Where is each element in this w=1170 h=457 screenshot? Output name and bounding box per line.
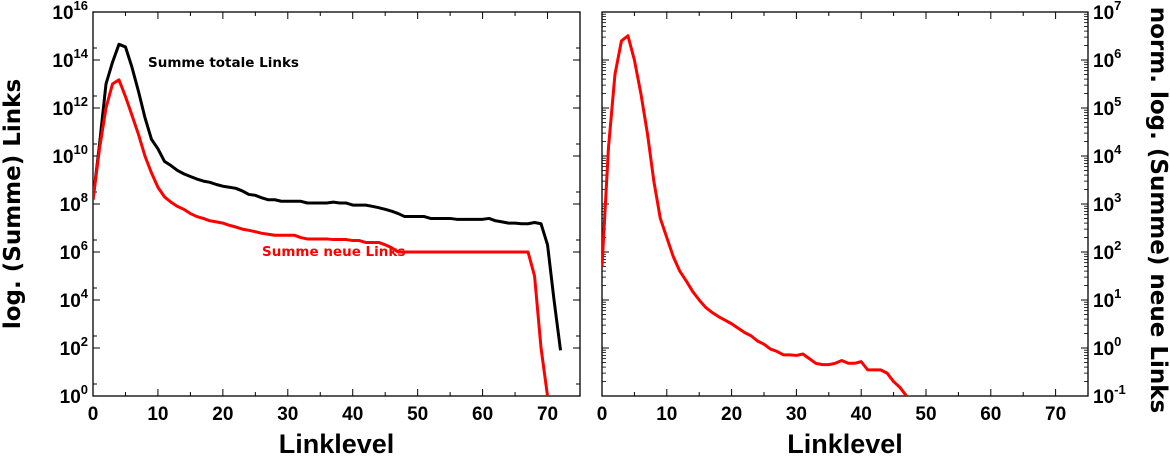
x-tick-label: 40 [851, 404, 872, 425]
y-tick-label: 104 [1093, 142, 1122, 168]
x-tick-label: 0 [88, 404, 99, 425]
x-tick-label: 0 [597, 404, 608, 425]
y-tick-label: 1010 [52, 142, 88, 168]
x-tick-label: 30 [786, 404, 807, 425]
y-axis-title: log. (Summe) Links [0, 79, 26, 329]
x-tick-label: 40 [342, 404, 363, 425]
y-tick-label: 101 [1093, 286, 1121, 312]
y-tick-label: 108 [60, 190, 88, 216]
y-tick-label: 104 [60, 286, 89, 312]
x-tick-label: 50 [407, 404, 428, 425]
y-axis-title: norm. log. (Summe) neue Links [1145, 7, 1170, 413]
x-tick-label: 60 [472, 404, 493, 425]
y-tick-label: 103 [1093, 190, 1121, 216]
series-line-summe-neue-links [93, 78, 550, 396]
x-tick-label: 10 [656, 404, 677, 425]
y-tick-label: 102 [60, 334, 88, 360]
x-axis-title: Linklevel [787, 429, 903, 457]
x-axis-title: Linklevel [279, 429, 395, 457]
y-tick-label: 105 [1093, 94, 1121, 120]
x-tick-label: 30 [277, 404, 298, 425]
y-tick-label: 102 [1093, 238, 1121, 264]
y-tick-label: 100 [60, 382, 88, 408]
x-tick-label: 60 [980, 404, 1001, 425]
series-line-summe-totale-links [93, 42, 563, 351]
left-chart: 0 10 20 30 40 50 60 70 100 102 104 106 108 1010 1012 10… [0, 0, 581, 457]
series-line-neue-links-normalized [602, 34, 912, 396]
x-tick-label: 70 [537, 404, 558, 425]
y-tick-label: 1014 [52, 46, 88, 72]
plot-frame [601, 11, 1089, 397]
y-tick-label: 10-1 [1093, 382, 1126, 408]
y-tick-label: 1016 [52, 0, 88, 24]
y-tick-label: 100 [1093, 334, 1121, 360]
right-chart: 0 10 20 30 40 50 60 70 10-1 100 101 102 103 104 105 106… [597, 0, 1170, 457]
y-tick-label: 1012 [52, 94, 88, 120]
x-tick-label: 70 [1045, 404, 1066, 425]
series-annotation: Summe neue Links [262, 244, 405, 260]
series-annotation: Summe totale Links [148, 55, 299, 71]
x-tick-label: 20 [721, 404, 742, 425]
y-tick-label: 106 [60, 238, 88, 264]
y-tick-label: 107 [1093, 0, 1121, 24]
x-tick-label: 50 [915, 404, 936, 425]
y-tick-label: 106 [1093, 46, 1121, 72]
x-tick-label: 10 [147, 404, 168, 425]
x-tick-label: 20 [212, 404, 233, 425]
